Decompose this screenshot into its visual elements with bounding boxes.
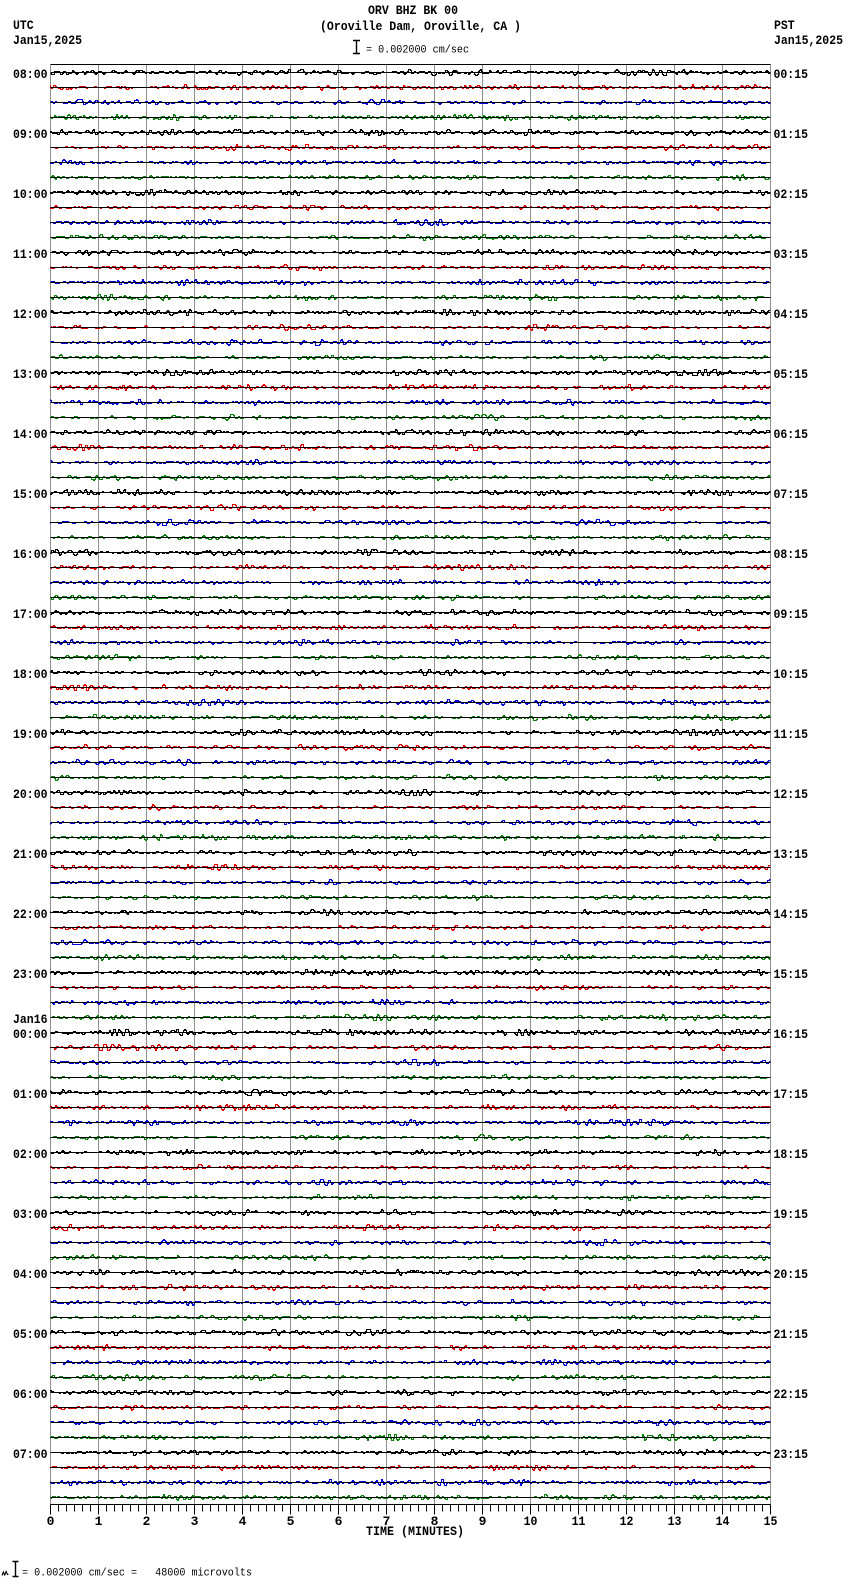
- svg-text:23:00: 23:00: [13, 967, 48, 982]
- svg-text:21:15: 21:15: [774, 1327, 809, 1342]
- svg-text:= 0.002000 cm/sec = 48000 mi: = 0.002000 cm/sec = 48000 microvolts: [22, 1568, 252, 1580]
- svg-text:17:00: 17:00: [13, 607, 48, 622]
- svg-text:14:00: 14:00: [13, 427, 48, 442]
- svg-text:Jan15,2025: Jan15,2025: [774, 33, 843, 48]
- svg-text:11:15: 11:15: [774, 727, 809, 742]
- svg-text:17:15: 17:15: [774, 1087, 809, 1102]
- svg-text:18:00: 18:00: [13, 667, 48, 682]
- svg-text:10:00: 10:00: [13, 187, 48, 202]
- svg-text:13:15: 13:15: [774, 847, 809, 862]
- svg-text:16:00: 16:00: [13, 547, 48, 562]
- svg-text:02:15: 02:15: [774, 187, 809, 202]
- svg-text:14:15: 14:15: [774, 907, 809, 922]
- svg-text:13: 13: [668, 1514, 682, 1529]
- svg-text:9: 9: [479, 1514, 487, 1529]
- svg-text:12: 12: [620, 1514, 634, 1529]
- svg-text:1: 1: [95, 1514, 103, 1529]
- svg-text:22:00: 22:00: [13, 907, 48, 922]
- svg-text:09:00: 09:00: [13, 127, 48, 142]
- svg-text:10: 10: [524, 1514, 538, 1529]
- svg-text:15:00: 15:00: [13, 487, 48, 502]
- svg-text:20:00: 20:00: [13, 787, 48, 802]
- svg-text:09:15: 09:15: [774, 607, 809, 622]
- svg-text:6: 6: [335, 1514, 343, 1529]
- svg-text:10:15: 10:15: [774, 667, 809, 682]
- svg-text:16:15: 16:15: [774, 1027, 809, 1042]
- svg-text:01:15: 01:15: [774, 127, 809, 142]
- svg-text:00:15: 00:15: [774, 67, 809, 82]
- svg-text:22:15: 22:15: [774, 1387, 809, 1402]
- svg-text:PST: PST: [774, 18, 795, 33]
- svg-text:12:00: 12:00: [13, 307, 48, 322]
- svg-text:0: 0: [47, 1514, 55, 1529]
- svg-text:06:15: 06:15: [774, 427, 809, 442]
- svg-text:08:00: 08:00: [13, 67, 48, 82]
- svg-text:07:15: 07:15: [774, 487, 809, 502]
- svg-text:19:15: 19:15: [774, 1207, 809, 1222]
- svg-text:01:00: 01:00: [13, 1087, 48, 1102]
- svg-text:20:15: 20:15: [774, 1267, 809, 1282]
- svg-text:18:15: 18:15: [774, 1147, 809, 1162]
- svg-text:UTC: UTC: [13, 18, 34, 33]
- svg-text:04:15: 04:15: [774, 307, 809, 322]
- svg-text:8: 8: [431, 1514, 439, 1529]
- svg-text:15: 15: [764, 1514, 778, 1529]
- svg-text:04:00: 04:00: [13, 1267, 48, 1282]
- svg-text:14: 14: [716, 1514, 730, 1529]
- svg-text:5: 5: [287, 1514, 295, 1529]
- svg-text:00:00: 00:00: [13, 1027, 48, 1042]
- svg-text:12:15: 12:15: [774, 787, 809, 802]
- svg-text:Jan15,2025: Jan15,2025: [13, 33, 82, 48]
- svg-text:ORV BHZ BK 00: ORV BHZ BK 00: [368, 3, 458, 18]
- svg-text:19:00: 19:00: [13, 727, 48, 742]
- svg-text:13:00: 13:00: [13, 367, 48, 382]
- svg-text:07:00: 07:00: [13, 1447, 48, 1462]
- svg-text:7: 7: [383, 1514, 391, 1529]
- svg-text:05:15: 05:15: [774, 367, 809, 382]
- svg-text:08:15: 08:15: [774, 547, 809, 562]
- svg-text:TIME (MINUTES): TIME (MINUTES): [366, 1524, 464, 1539]
- svg-text:06:00: 06:00: [13, 1387, 48, 1402]
- svg-text:02:00: 02:00: [13, 1147, 48, 1162]
- svg-text:(Oroville Dam, Oroville, CA ): (Oroville Dam, Oroville, CA ): [320, 19, 521, 34]
- svg-text:= 0.002000 cm/sec: = 0.002000 cm/sec: [366, 45, 469, 57]
- svg-text:03:15: 03:15: [774, 247, 809, 262]
- svg-text:2: 2: [143, 1514, 151, 1529]
- svg-text:05:00: 05:00: [13, 1327, 48, 1342]
- svg-text:03:00: 03:00: [13, 1207, 48, 1222]
- svg-text:23:15: 23:15: [774, 1447, 809, 1462]
- svg-text:3: 3: [191, 1514, 199, 1529]
- svg-text:4: 4: [239, 1514, 247, 1529]
- svg-text:15:15: 15:15: [774, 967, 809, 982]
- svg-text:11: 11: [572, 1514, 586, 1529]
- svg-text:11:00: 11:00: [13, 247, 48, 262]
- svg-text:Jan16: Jan16: [13, 1012, 48, 1027]
- svg-text:21:00: 21:00: [13, 847, 48, 862]
